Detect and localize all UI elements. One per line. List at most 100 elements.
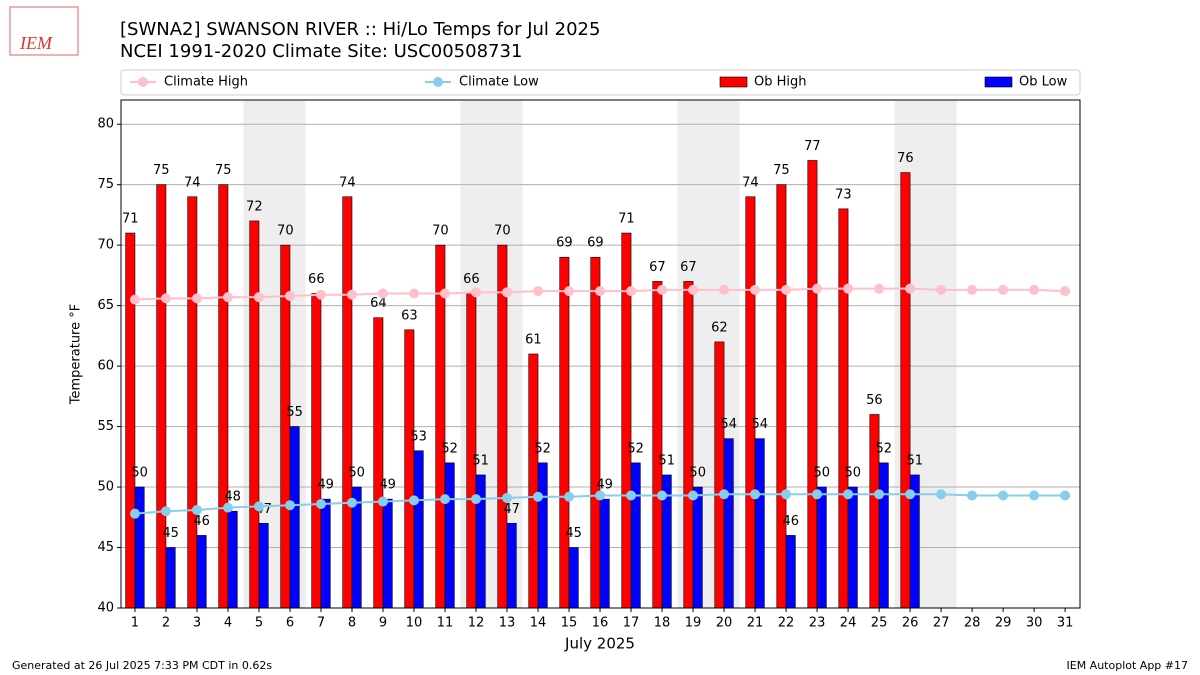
line-marker xyxy=(657,284,668,295)
bar xyxy=(382,498,393,609)
data-label: 67 xyxy=(680,260,697,275)
y-tick-label: 50 xyxy=(97,480,114,495)
x-tick-label: 1 xyxy=(131,616,139,631)
legend-marker xyxy=(138,77,148,87)
data-label: 50 xyxy=(844,466,861,481)
x-tick-label: 27 xyxy=(933,616,950,631)
line-marker xyxy=(1060,490,1071,501)
line-marker xyxy=(874,283,885,294)
legend-label: Climate High xyxy=(164,75,248,90)
line-marker xyxy=(936,489,947,500)
x-tick-label: 8 xyxy=(348,616,356,631)
bar xyxy=(847,486,858,609)
line-marker xyxy=(781,489,792,500)
bar xyxy=(404,329,415,609)
footer-right: IEM Autoplot App #17 xyxy=(1067,659,1189,672)
x-tick-label: 3 xyxy=(193,616,201,631)
bar xyxy=(590,256,601,609)
bar xyxy=(745,196,756,609)
line-marker xyxy=(284,500,295,511)
x-tick-label: 22 xyxy=(778,616,795,631)
bar xyxy=(289,426,300,609)
data-label: 51 xyxy=(906,453,923,468)
data-label: 64 xyxy=(370,296,387,311)
line-marker xyxy=(843,489,854,500)
x-tick-label: 9 xyxy=(379,616,387,631)
line-marker xyxy=(533,286,544,297)
y-tick-label: 40 xyxy=(97,601,114,616)
data-label: 49 xyxy=(317,478,334,493)
bar xyxy=(311,293,322,609)
data-label: 50 xyxy=(131,466,148,481)
bar xyxy=(683,281,694,609)
line-marker xyxy=(315,498,326,509)
data-label: 52 xyxy=(627,441,644,456)
data-label: 72 xyxy=(246,199,263,214)
line-marker xyxy=(626,490,637,501)
data-label: 52 xyxy=(441,441,458,456)
line-marker xyxy=(129,508,140,519)
data-label: 75 xyxy=(153,163,170,178)
x-tick-label: 6 xyxy=(286,616,294,631)
x-tick-label: 20 xyxy=(716,616,733,631)
bar xyxy=(537,462,548,609)
x-tick-label: 14 xyxy=(530,616,547,631)
x-tick-label: 4 xyxy=(224,616,232,631)
data-label: 61 xyxy=(525,333,542,348)
data-label: 70 xyxy=(494,224,511,239)
data-label: 50 xyxy=(813,466,830,481)
bar xyxy=(807,160,818,609)
line-marker xyxy=(533,491,544,502)
bar xyxy=(435,244,446,609)
data-label: 51 xyxy=(658,453,675,468)
legend-label: Ob Low xyxy=(1019,75,1068,90)
x-tick-label: 28 xyxy=(964,616,981,631)
bar xyxy=(497,244,508,609)
bar xyxy=(723,438,734,609)
legend-label: Climate Low xyxy=(459,75,539,90)
line-marker xyxy=(812,283,823,294)
data-label: 49 xyxy=(379,478,396,493)
bar xyxy=(754,438,765,609)
x-tick-label: 26 xyxy=(902,616,919,631)
line-marker xyxy=(967,284,978,295)
line-marker xyxy=(564,286,575,297)
data-label: 53 xyxy=(410,429,427,444)
bar xyxy=(714,341,725,609)
y-tick-label: 75 xyxy=(97,177,114,192)
bar xyxy=(413,450,424,609)
bar xyxy=(249,220,260,609)
x-tick-label: 24 xyxy=(840,616,857,631)
x-tick-label: 29 xyxy=(995,616,1012,631)
line-marker xyxy=(874,489,885,500)
line-marker xyxy=(253,292,264,303)
line-marker xyxy=(843,283,854,294)
bar xyxy=(785,535,796,609)
line-marker xyxy=(222,292,233,303)
plot-frame xyxy=(120,99,1081,609)
bar xyxy=(320,498,331,609)
bar xyxy=(466,293,477,609)
line-marker xyxy=(626,286,637,297)
data-label: 48 xyxy=(224,490,241,505)
y-tick-label: 60 xyxy=(97,359,114,374)
data-label: 71 xyxy=(122,212,139,227)
y-tick-label: 70 xyxy=(97,238,114,253)
line-marker xyxy=(750,284,761,295)
x-tick-label: 2 xyxy=(162,616,170,631)
bar xyxy=(776,184,787,609)
bar xyxy=(630,462,641,609)
line-marker xyxy=(409,288,420,299)
data-label: 66 xyxy=(463,272,480,287)
bar xyxy=(227,510,238,609)
data-label: 74 xyxy=(339,175,356,190)
data-label: 74 xyxy=(742,175,759,190)
line-marker xyxy=(688,490,699,501)
bar xyxy=(196,535,207,609)
line-marker xyxy=(440,494,451,505)
data-label: 69 xyxy=(587,236,604,251)
x-tick-label: 16 xyxy=(592,616,609,631)
data-label: 46 xyxy=(782,514,799,529)
data-label: 76 xyxy=(897,151,914,166)
